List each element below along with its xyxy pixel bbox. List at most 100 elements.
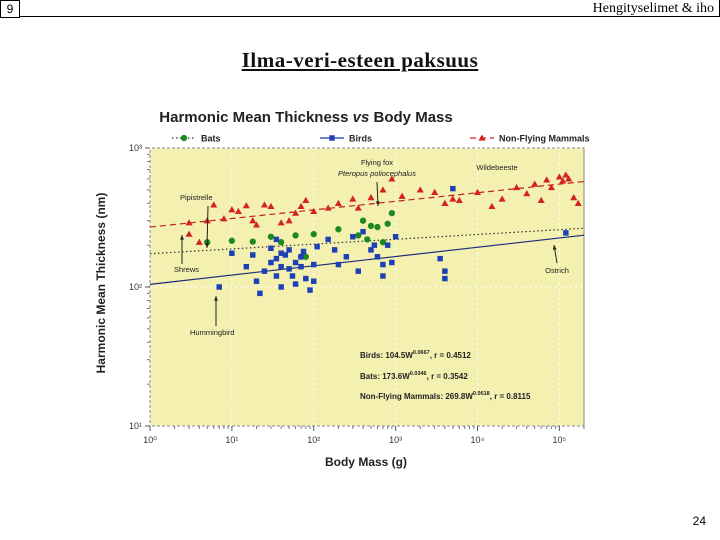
data-point-circle (292, 232, 299, 239)
data-point-triangle (416, 186, 424, 193)
data-point-square (335, 261, 342, 268)
data-point-triangle (537, 196, 545, 204)
data-point-triangle (565, 175, 573, 182)
data-point-square (298, 254, 304, 260)
equation-r: , r = 0.3542 (427, 372, 469, 381)
chart-title-post: Body Mass (369, 109, 452, 126)
data-point-triangle (277, 219, 285, 226)
y-axis-label: Harmonic Mean Thickness (nm) (94, 193, 108, 374)
data-point-triangle (388, 175, 396, 182)
equation-prefix: Bats: 173.6W (360, 372, 410, 381)
data-point-circle (379, 239, 387, 246)
x-tick-label: 10⁰ (143, 435, 157, 445)
y-tick-label: 10² (129, 282, 142, 292)
data-point-square (278, 284, 284, 290)
data-point-square (268, 245, 274, 251)
data-point-circle (302, 253, 309, 260)
data-point-square (392, 233, 399, 240)
data-point-square (250, 252, 256, 258)
data-point-triangle (547, 183, 555, 191)
data-point-circle (267, 233, 275, 240)
data-point-circle (364, 236, 371, 243)
data-point-triangle (210, 201, 218, 208)
data-point-square (450, 185, 456, 192)
data-point-square (253, 278, 260, 284)
data-point-square (314, 243, 320, 250)
data-point-triangle (234, 207, 242, 215)
data-point-square (355, 268, 362, 274)
chart-title: Harmonic Mean Thickness vs Body Mass (159, 109, 452, 126)
data-point-triangle (570, 194, 578, 201)
data-point-triangle (297, 202, 305, 210)
page-number: 24 (692, 514, 706, 528)
data-point-square (331, 247, 338, 253)
data-point-triangle (441, 199, 449, 206)
data-point-triangle (324, 204, 332, 211)
legend-label: Bats (201, 134, 221, 144)
legend-label: Non-Flying Mammals (499, 134, 590, 144)
x-axis-label: Body Mass (g) (325, 455, 407, 469)
data-point-square (384, 242, 391, 248)
data-point-square (389, 259, 395, 266)
annotation-label: Flying fox (361, 158, 393, 167)
annotations: Pipistrelle Flying fox Pteropus poliocepha… (174, 158, 569, 337)
annotation-arrow (206, 205, 209, 249)
equation-exponent: 0.0346 (410, 371, 427, 377)
x-tick-label: 10² (307, 435, 320, 445)
data-point-square (243, 263, 250, 270)
data-point-triangle (334, 199, 342, 206)
equations: Birds: 104.5W0.0667, r = 0.4512 Bats: 173… (360, 350, 531, 401)
data-point-square (325, 236, 331, 243)
data-point-triangle (228, 206, 236, 213)
data-point-triangle (543, 176, 551, 183)
data-point-triangle (292, 209, 300, 216)
annotation-arrowhead (375, 201, 380, 206)
data-point-triangle (488, 202, 496, 210)
legend: Bats Birds Non-Flying Mammals (172, 134, 590, 144)
data-point-square (229, 250, 235, 256)
data-point-triangle (349, 195, 357, 202)
data-point-triangle (449, 195, 457, 202)
data-point-square (307, 287, 313, 293)
y-tick-label: 10³ (129, 143, 142, 153)
legend-marker (478, 134, 486, 141)
header-text: Hengityselimet & iho (592, 1, 714, 16)
legend-label: Birds (349, 134, 372, 144)
data-point-square (374, 254, 381, 260)
equation-prefix: Birds: 104.5W (360, 351, 413, 360)
data-point-square (298, 263, 304, 270)
data-point-square (442, 268, 448, 274)
data-point-triangle (574, 199, 582, 206)
equation-text: Bats: 173.6W0.0346, r = 0.3542 (360, 371, 468, 381)
x-tick-label: 10⁵ (552, 435, 566, 445)
data-point-circle (359, 217, 367, 224)
x-tick-label: 10¹ (225, 435, 238, 445)
data-point-triangle (455, 196, 463, 204)
data-point-circle (335, 226, 342, 233)
data-point-square (286, 266, 292, 272)
slide-number: 9 (0, 0, 20, 18)
data-point-triangle (252, 221, 261, 228)
data-point-square (371, 242, 378, 248)
data-point-triangle (498, 195, 506, 202)
data-point-square (563, 230, 569, 236)
data-point-triangle (555, 173, 563, 180)
y-tick-label: 10¹ (129, 421, 142, 431)
data-point-triangle (473, 188, 482, 195)
data-point-triangle (302, 196, 310, 204)
data-point-triangle (267, 202, 275, 210)
data-point-triangle (185, 219, 193, 226)
data-point-square (216, 284, 222, 290)
equation-prefix: Non-Flying Mammals: 269.8W (360, 392, 473, 401)
grid (149, 147, 584, 427)
data-point-square (273, 273, 280, 279)
annotation-label: Ostrich (545, 266, 569, 275)
data-point-triangle (379, 186, 387, 193)
header-rule (19, 16, 720, 17)
data-point-square (289, 273, 296, 279)
data-point-square (278, 250, 284, 256)
data-points (185, 171, 582, 297)
data-point-square (311, 261, 317, 268)
equation-exponent: 0.0618 (473, 391, 490, 397)
slide-title: Ilma-veri-esteen paksuus (241, 48, 479, 72)
